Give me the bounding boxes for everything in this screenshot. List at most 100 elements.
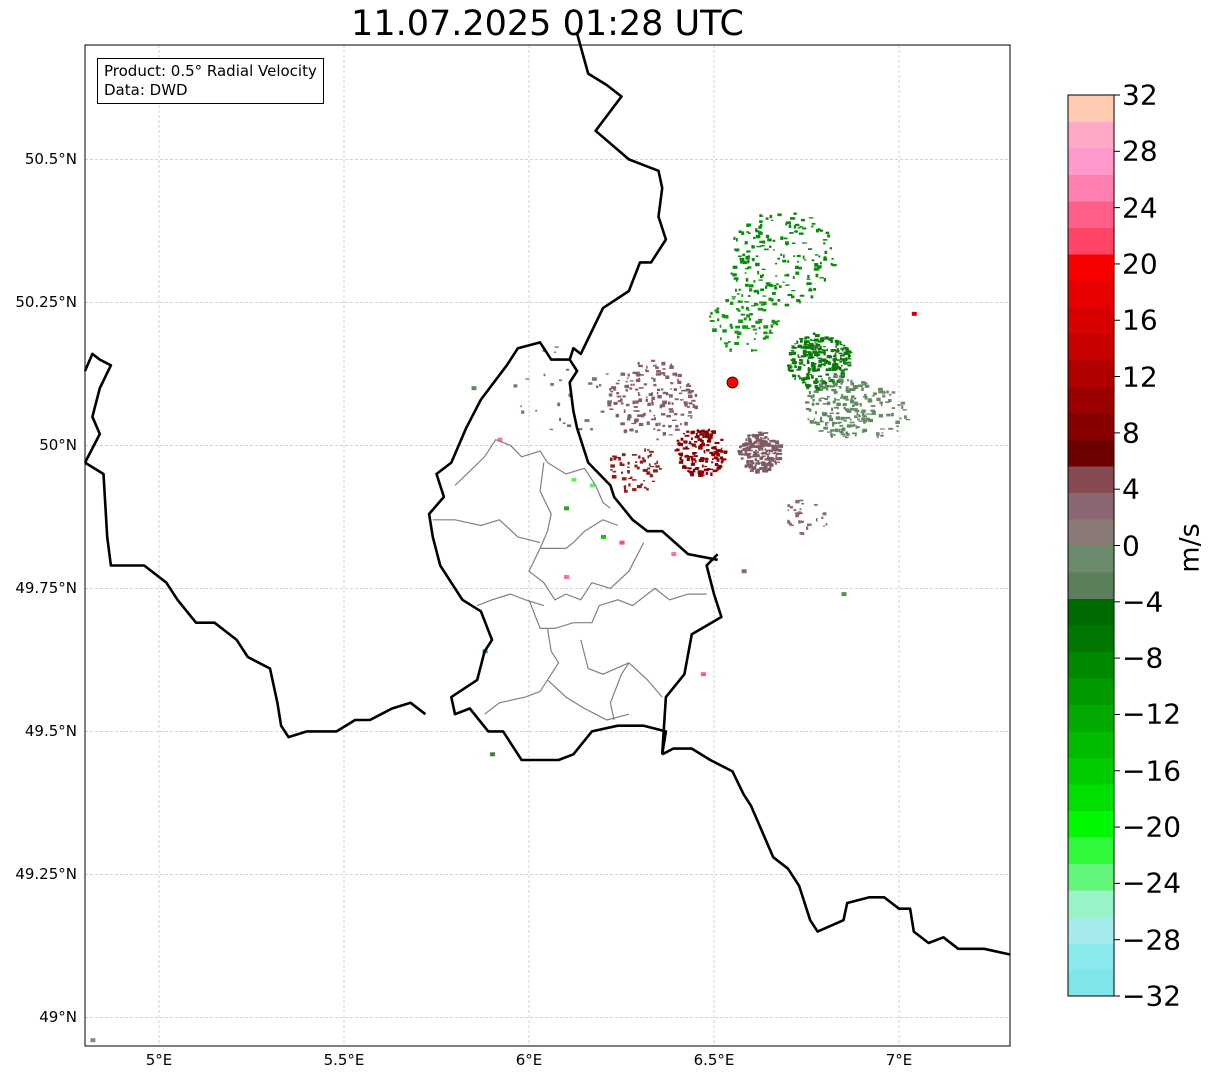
velocity-echo <box>805 345 808 349</box>
velocity-echo <box>833 433 836 437</box>
velocity-echo <box>637 361 640 365</box>
velocity-echo <box>769 214 773 219</box>
velocity-echo <box>798 376 801 380</box>
velocity-echo <box>642 468 648 472</box>
velocity-echo <box>770 456 774 460</box>
velocity-echo <box>632 400 636 405</box>
velocity-echo <box>809 344 815 347</box>
velocity-echo <box>813 504 818 506</box>
velocity-echo <box>629 387 633 390</box>
velocity-echo <box>629 380 634 382</box>
velocity-echo <box>638 377 641 381</box>
velocity-echo <box>795 514 799 518</box>
velocity-echo <box>643 383 648 386</box>
velocity-echo <box>613 401 618 405</box>
velocity-echo <box>721 458 724 462</box>
velocity-echo <box>750 445 753 448</box>
colorbar-segment <box>1068 651 1114 679</box>
velocity-echo <box>675 375 678 377</box>
colorbar-segment <box>1068 333 1114 361</box>
velocity-echo <box>690 390 694 393</box>
velocity-echo <box>744 241 748 245</box>
velocity-echo <box>867 399 873 403</box>
velocity-echo <box>821 516 824 519</box>
velocity-echo <box>662 368 666 370</box>
velocity-echo <box>757 307 763 311</box>
velocity-echo <box>811 259 815 262</box>
velocity-echo <box>808 390 811 395</box>
velocity-echo <box>559 379 562 382</box>
velocity-echo <box>853 385 858 388</box>
velocity-echo <box>818 359 822 364</box>
velocity-echo <box>796 299 801 302</box>
velocity-echo <box>870 409 876 412</box>
isolated-echo <box>671 552 677 557</box>
velocity-echo <box>709 320 715 322</box>
velocity-echo <box>734 330 739 334</box>
velocity-echo <box>754 464 757 467</box>
velocity-echo <box>739 452 743 456</box>
velocity-echo <box>751 466 757 470</box>
velocity-echo <box>542 349 545 352</box>
velocity-echo <box>759 442 764 445</box>
velocity-echo <box>666 414 672 418</box>
velocity-echo <box>787 293 793 297</box>
velocity-echo <box>797 345 801 349</box>
velocity-echo <box>609 388 612 391</box>
velocity-echo <box>747 434 752 437</box>
velocity-echo <box>888 399 892 402</box>
velocity-echo <box>663 374 666 377</box>
velocity-echo <box>848 388 852 391</box>
velocity-echo <box>756 290 760 295</box>
velocity-echo <box>835 428 839 433</box>
velocity-echo <box>813 338 819 342</box>
velocity-echo <box>716 453 719 457</box>
velocity-echo <box>842 396 848 400</box>
velocity-echo <box>798 499 804 502</box>
velocity-echo <box>639 460 644 464</box>
velocity-echo <box>699 443 704 447</box>
velocity-echo <box>578 428 583 431</box>
velocity-echo <box>833 390 837 394</box>
velocity-echo <box>737 309 741 312</box>
velocity-echo <box>819 261 822 265</box>
velocity-echo <box>777 257 780 260</box>
velocity-echo <box>714 441 720 445</box>
velocity-echo <box>747 434 750 438</box>
colorbar-tick-label: −28 <box>1122 923 1182 957</box>
velocity-echo <box>772 302 778 306</box>
velocity-echo <box>818 350 822 354</box>
velocity-echo <box>757 442 760 445</box>
velocity-echo <box>835 366 840 368</box>
velocity-echo <box>562 422 566 425</box>
velocity-echo <box>590 428 593 431</box>
velocity-echo <box>829 414 832 418</box>
velocity-echo <box>742 325 745 329</box>
velocity-echo <box>699 458 704 463</box>
velocity-echo <box>638 394 641 396</box>
velocity-echo <box>685 388 691 392</box>
velocity-echo <box>737 255 742 258</box>
velocity-echo <box>647 449 650 451</box>
velocity-echo <box>835 412 840 415</box>
velocity-echo <box>752 349 758 352</box>
velocity-echo <box>845 431 849 436</box>
velocity-echo <box>759 456 764 460</box>
velocity-echo <box>796 340 799 344</box>
admin-border-line <box>528 542 645 601</box>
velocity-echo <box>646 421 650 426</box>
velocity-echo <box>838 428 841 433</box>
velocity-echo <box>698 473 704 477</box>
velocity-echo <box>650 453 652 457</box>
velocity-echo <box>814 334 820 338</box>
velocity-echo <box>722 458 727 461</box>
velocity-echo <box>731 296 736 298</box>
velocity-echo <box>707 437 712 441</box>
velocity-echo <box>760 288 765 292</box>
velocity-echo <box>554 346 559 348</box>
velocity-echo <box>696 435 700 439</box>
velocity-echo <box>612 470 617 473</box>
velocity-echo <box>782 281 785 283</box>
colorbar-segment <box>1068 148 1114 175</box>
velocity-echo <box>742 443 748 446</box>
